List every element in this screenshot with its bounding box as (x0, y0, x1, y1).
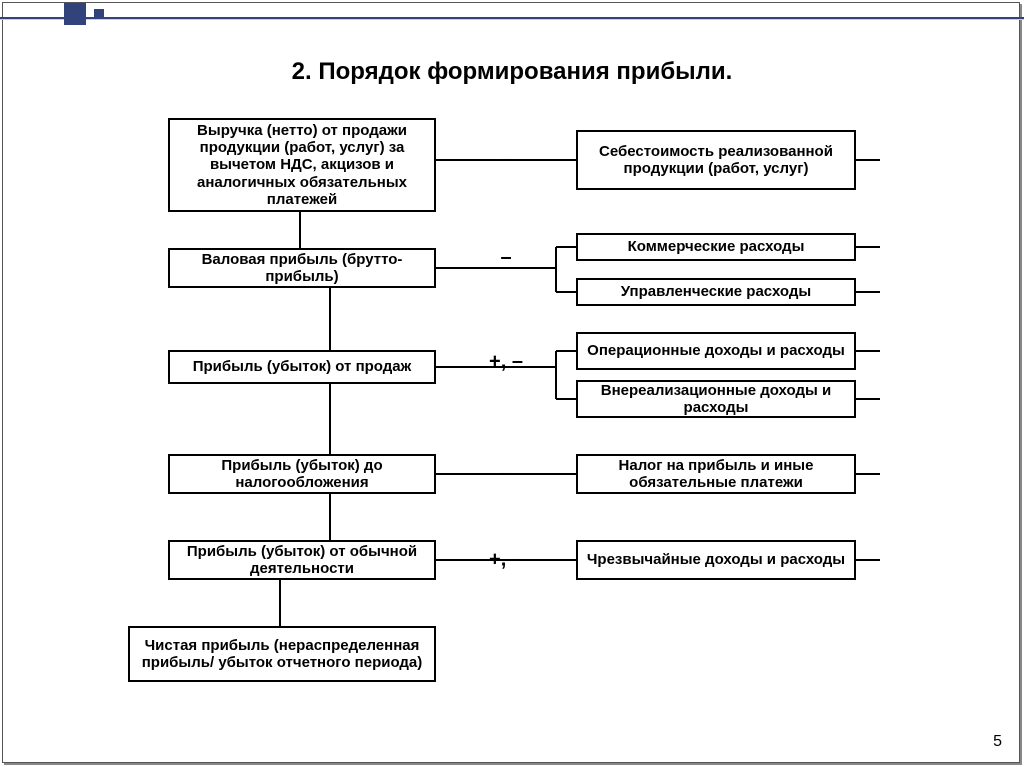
node-n13: Чистая прибыль (нераспределенная прибыль… (128, 626, 436, 682)
node-n8: Внереализационные доходы и расходы (576, 380, 856, 418)
flowchart-canvas: Выручка (нетто) от продажи продукции (ра… (0, 0, 1024, 767)
node-n10: Налог на прибыль и иные обязательные пла… (576, 454, 856, 494)
node-n12: Чрезвычайные доходы и расходы (576, 540, 856, 580)
page-number: 5 (993, 733, 1002, 751)
operator-op5: +, – (489, 549, 523, 572)
node-n3: Валовая прибыль (брутто-прибыль) (168, 248, 436, 288)
node-n7: Операционные доходы и расходы (576, 332, 856, 370)
node-n9: Прибыль (убыток) до налогообложения (168, 454, 436, 494)
node-n4: Коммерческие расходы (576, 233, 856, 261)
node-n6: Прибыль (убыток) от продаж (168, 350, 436, 384)
operator-op2: – (500, 247, 511, 270)
operator-op4: – (500, 463, 511, 486)
operator-op1: – (500, 149, 511, 172)
node-n5: Управленческие расходы (576, 278, 856, 306)
node-n2: Себестоимость реализованной продукции (р… (576, 130, 856, 190)
operator-op3: +, – (489, 351, 523, 374)
node-n11: Прибыль (убыток) от обычной деятельности (168, 540, 436, 580)
node-n1: Выручка (нетто) от продажи продукции (ра… (168, 118, 436, 212)
